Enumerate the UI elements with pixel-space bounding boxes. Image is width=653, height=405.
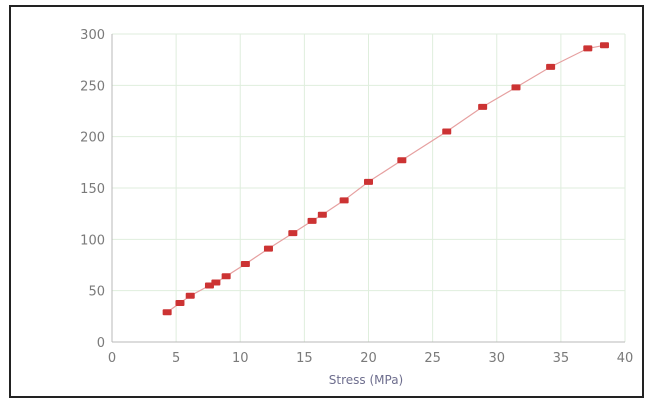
data-point: [511, 84, 521, 91]
x-tick-label: 25: [424, 351, 441, 366]
x-axis-label: Stress (MPa): [329, 373, 403, 387]
data-point: [211, 279, 221, 286]
data-point: [162, 309, 172, 316]
x-tick-label: 0: [108, 351, 116, 366]
x-tick-label: 35: [553, 351, 570, 366]
data-point: [339, 197, 349, 204]
data-point: [221, 273, 231, 280]
data-point: [307, 217, 317, 224]
y-tick-labels: 0 50 100 150 200 250 300: [80, 28, 105, 351]
x-tick-label: 15: [296, 351, 313, 366]
data-point: [263, 245, 273, 252]
data-point: [442, 128, 452, 135]
data-point: [317, 211, 327, 218]
x-tick-labels: 0 5 10 15 20 25 30 35 40: [108, 351, 633, 366]
x-tick-label: 40: [617, 351, 634, 366]
data-point: [175, 299, 185, 306]
series-layer: [162, 42, 609, 316]
y-tick-label: 150: [80, 182, 105, 197]
x-tick-label: 5: [172, 351, 180, 366]
grid: [112, 33, 626, 342]
axes: [111, 34, 625, 343]
data-point: [185, 292, 195, 299]
y-tick-label: 200: [80, 131, 105, 146]
data-point: [478, 103, 488, 110]
data-point: [599, 42, 609, 49]
y-tick-label: 100: [80, 233, 105, 248]
data-point: [546, 63, 556, 70]
data-point: [364, 178, 373, 185]
y-tick-label: 50: [88, 285, 105, 300]
data-point: [583, 45, 593, 52]
y-tick-label: 300: [80, 28, 105, 43]
x-tick-label: 20: [360, 351, 377, 366]
chart-frame: [9, 5, 644, 398]
data-point: [288, 230, 298, 237]
data-point: [397, 157, 407, 164]
y-tick-label: 0: [97, 336, 105, 351]
x-tick-label: 30: [488, 351, 505, 366]
data-point: [240, 260, 250, 267]
x-tick-label: 10: [232, 351, 249, 366]
y-tick-label: 250: [80, 79, 105, 94]
